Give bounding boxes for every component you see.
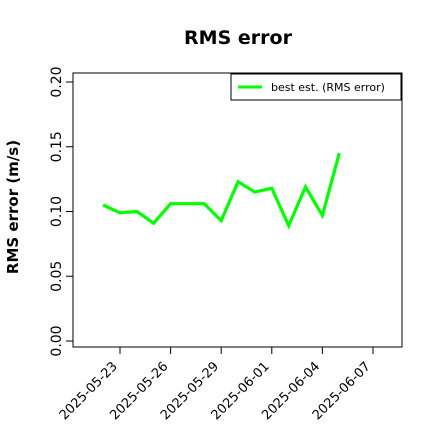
y-axis-label: RMS error (m/s) [4, 140, 22, 274]
y-tick-label: 0.10 [49, 196, 65, 227]
y-tick-label: 0.00 [49, 325, 65, 356]
y-tick-label: 0.20 [49, 66, 65, 97]
y-axis: 0.00 0.05 0.10 0.15 0.20 [49, 66, 73, 357]
legend-series-label: best est. (RMS error) [271, 81, 385, 94]
series-layer [102, 152, 341, 230]
chart-title: RMS error [184, 27, 293, 49]
y-tick-label: 0.15 [49, 131, 65, 162]
plot-frame [72, 72, 403, 348]
series-line [102, 152, 341, 230]
y-tick-label: 0.05 [49, 261, 65, 292]
x-axis: 2025-05-232025-05-262025-05-292025-06-01… [57, 347, 374, 423]
legend: best est. (RMS error) [230, 73, 402, 101]
